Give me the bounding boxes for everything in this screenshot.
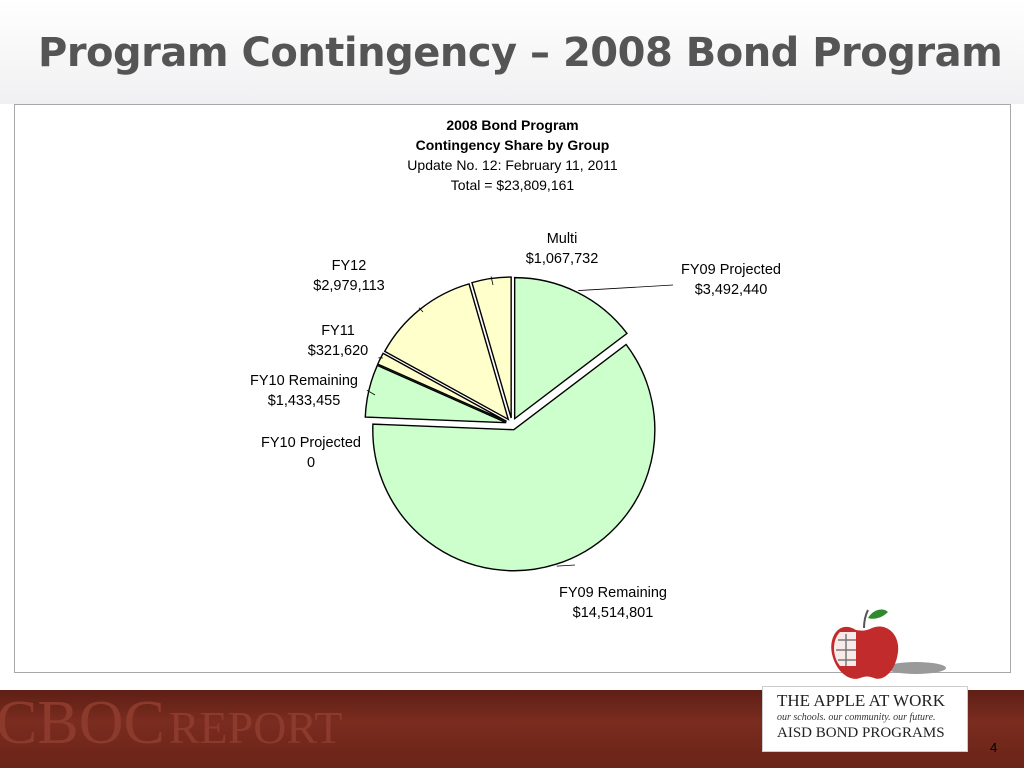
- badge-tagline: our schools. our community. our future.: [777, 712, 936, 723]
- slice-label: FY09 Remaining $14,514,801: [559, 585, 667, 621]
- chart-title-line: 2008 Bond Program: [446, 117, 579, 133]
- leader-line: [490, 276, 494, 286]
- chart-subtitle-line: Total = $23,809,161: [450, 177, 575, 193]
- badge-program-name: AISD BOND PROGRAMS: [777, 725, 945, 741]
- pie-slice-fy10-remaining: [364, 364, 507, 424]
- slice-label: FY12 $2,979,113: [313, 258, 385, 294]
- leader-line: [556, 564, 576, 567]
- leader-line: [366, 389, 376, 396]
- leader-line: [578, 284, 674, 291]
- apple-logo-icon: [831, 609, 946, 679]
- apple-at-work-badge: THE APPLE AT WORK our schools. our commu…: [762, 686, 968, 752]
- slice-label: Multi $1,067,732: [526, 231, 599, 267]
- slice-label: FY09 Projected $3,492,440: [681, 262, 781, 298]
- chart-subtitle-line: Update No. 12: February 11, 2011: [407, 157, 618, 173]
- chart-title-line: Contingency Share by Group: [415, 137, 610, 153]
- slide-title: Program Contingency – 2008 Bond Program: [38, 30, 1003, 76]
- pie-chart: FY09 Projected $3,492,440 FY09 Remaining $1…: [250, 231, 781, 621]
- report-word: REPORT: [168, 702, 343, 753]
- slice-label: FY10 Projected 0: [261, 435, 361, 471]
- title-band: [0, 0, 1024, 104]
- cboc-word: CBOC: [0, 690, 165, 757]
- slice-label: FY11 $321,620: [308, 323, 368, 359]
- slice-label: FY10 Remaining $1,433,455: [250, 373, 358, 409]
- chart-frame: 2008 Bond Program Contingency Share by G…: [14, 104, 1011, 673]
- chart-title: 2008 Bond Program Contingency Share by G…: [15, 115, 1010, 195]
- leader-line: [418, 307, 424, 313]
- page-number: 4: [990, 740, 998, 755]
- pie-slice-fy11: [376, 352, 507, 422]
- pie-slice-fy09-projected: [513, 276, 628, 421]
- pie-slice-fy09-remaining: [372, 343, 656, 572]
- badge-title: THE APPLE AT WORK: [777, 691, 945, 710]
- cboc-report-logo: CBOC REPORT: [0, 692, 342, 754]
